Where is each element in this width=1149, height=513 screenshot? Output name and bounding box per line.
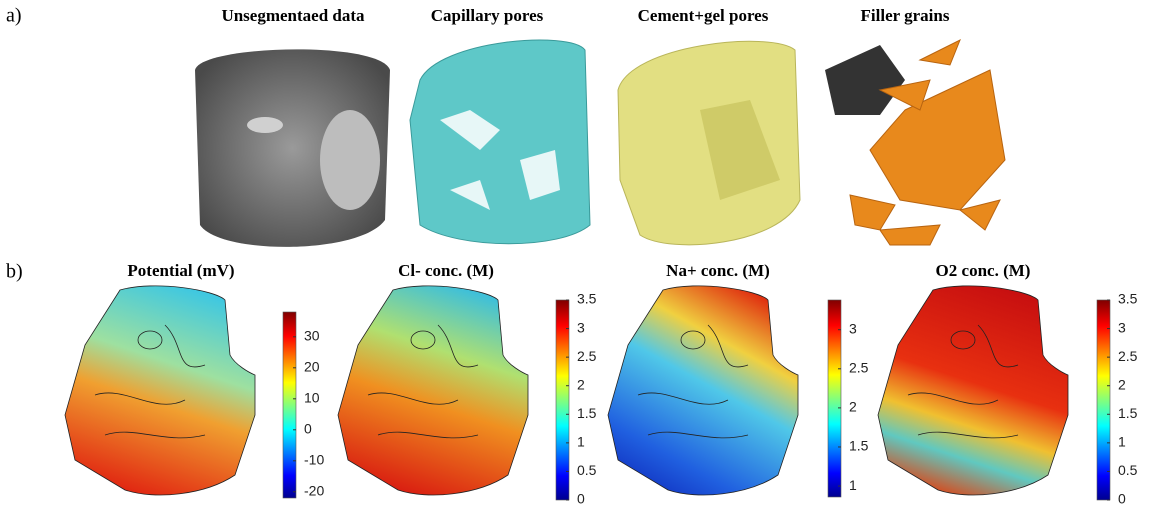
colorbar-tick-label: 0.5 <box>1118 462 1138 478</box>
colorbar-tick-label: 1.5 <box>577 405 597 421</box>
colorbar-tick-label: 0 <box>1118 491 1126 507</box>
colorbar-tick-label: 3.5 <box>1118 291 1138 307</box>
colorbar-tick-label: 30 <box>304 328 320 344</box>
capillary-pores <box>410 40 590 244</box>
image-title: Unsegmentaed data <box>221 6 365 25</box>
surface-plot <box>608 286 798 495</box>
figure: a) Unsegmentaed data Capillary pores Cem… <box>0 0 1149 513</box>
colorbar-tick-label: 10 <box>304 390 320 406</box>
panel-label: b) <box>6 261 23 283</box>
plot-title: Cl- conc. (M) <box>398 261 494 280</box>
plot-title: O2 conc. (M) <box>936 261 1031 280</box>
surface-plot <box>65 286 255 495</box>
colorbar-tick-label: 3 <box>1118 319 1126 335</box>
plot-title: Na+ conc. (M) <box>666 261 770 280</box>
colorbar-tick-label: 3 <box>849 320 857 336</box>
image-title: Capillary pores <box>431 6 544 25</box>
surface-plot <box>338 286 528 495</box>
plot-title: Potential (mV) <box>127 261 234 280</box>
colorbar-tick-label: 1 <box>1118 434 1126 450</box>
colorbar-tick-label: 1.5 <box>849 438 869 454</box>
surface <box>608 286 798 495</box>
ct-volume <box>195 49 390 247</box>
image-title: Cement+gel pores <box>638 6 769 25</box>
colorbar <box>283 312 296 498</box>
colorbar-tick-label: 1.5 <box>1118 405 1138 421</box>
surface-plot <box>878 286 1068 495</box>
cement-gel-pores <box>618 41 800 245</box>
colorbar-tick-label: 2.5 <box>577 348 597 364</box>
filler-grains <box>825 40 1005 245</box>
colorbar-tick-label: 1 <box>577 434 585 450</box>
colorbar-tick-label: 0 <box>304 421 312 437</box>
colorbar <box>1097 300 1110 500</box>
colorbar-tick-label: 2 <box>1118 376 1126 392</box>
colorbar-tick-label: 3 <box>577 319 585 335</box>
colorbar-tick-label: 2 <box>577 376 585 392</box>
colorbar-tick-label: 1 <box>849 477 857 493</box>
colorbar-tick-label: 0.5 <box>577 462 597 478</box>
colorbar-tick-label: 20 <box>304 359 320 375</box>
colorbar-tick-label: 2.5 <box>849 359 869 375</box>
colorbar-tick-label: 2 <box>849 399 857 415</box>
surface <box>65 286 255 495</box>
colorbar-tick-label: 0 <box>577 491 585 507</box>
colorbar-tick-label: -20 <box>304 483 324 499</box>
panel-label: a) <box>6 5 22 27</box>
colorbar-tick-label: -10 <box>304 452 324 468</box>
surface <box>338 286 528 495</box>
colorbar-tick-label: 2.5 <box>1118 348 1138 364</box>
image-title: Filler grains <box>861 6 950 25</box>
colorbar <box>556 300 569 500</box>
colorbar-tick-label: 3.5 <box>577 291 597 307</box>
surface <box>878 286 1068 495</box>
